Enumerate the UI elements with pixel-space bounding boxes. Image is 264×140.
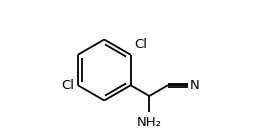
Text: Cl: Cl bbox=[62, 79, 74, 92]
Text: Cl: Cl bbox=[134, 38, 147, 51]
Text: N: N bbox=[190, 79, 200, 92]
Text: NH₂: NH₂ bbox=[137, 116, 162, 129]
